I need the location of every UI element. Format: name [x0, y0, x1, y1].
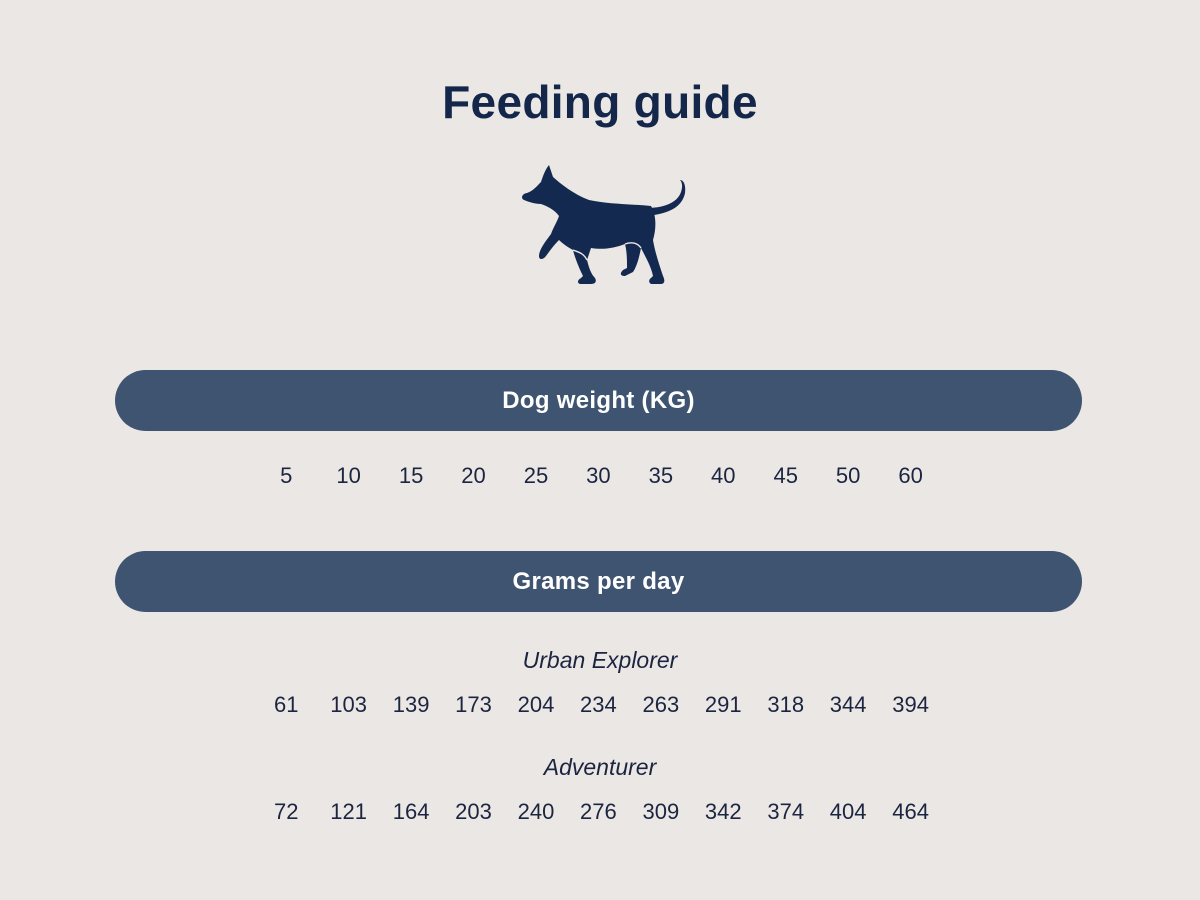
grams-value: 394 [892, 692, 929, 717]
grams-value: 139 [392, 692, 430, 717]
dog-weight-header: Dog weight (KG) [115, 370, 1082, 431]
page-title: Feeding guide [442, 76, 758, 128]
grams-value: 291 [704, 692, 742, 717]
adventurer-row: 72 121 164 203 240 276 309 342 374 404 4… [255, 797, 942, 827]
product-name-urban-explorer: Urban Explorer [522, 647, 678, 673]
grams-value: 72 [273, 799, 299, 824]
weight-value: 35 [648, 463, 674, 488]
weight-value: 25 [523, 463, 549, 488]
weight-value: 15 [398, 463, 424, 488]
grams-value: 276 [580, 799, 617, 824]
grams-value: 464 [892, 799, 929, 824]
grams-value: 263 [642, 692, 680, 717]
weight-row: 5 10 15 20 25 30 35 40 45 50 60 [255, 461, 942, 491]
weight-value: 45 [773, 463, 798, 488]
dog-icon [522, 165, 686, 284]
grams-value: 103 [330, 692, 368, 717]
grams-value: 344 [829, 692, 867, 717]
grams-value: 309 [642, 799, 680, 824]
weight-value: 20 [461, 463, 486, 488]
weight-value: 10 [336, 463, 361, 488]
grams-value: 164 [392, 799, 430, 824]
grams-value: 404 [829, 799, 867, 824]
urban-explorer-row: 61 103 139 173 204 234 263 291 318 344 3… [255, 690, 942, 720]
grams-value: 204 [517, 692, 555, 717]
grams-value: 374 [767, 799, 805, 824]
grams-value: 203 [455, 799, 492, 824]
weight-value: 50 [835, 463, 861, 488]
weight-value: 40 [711, 463, 736, 488]
grams-value: 173 [455, 692, 492, 717]
product-name-adventurer: Adventurer [543, 754, 657, 780]
grams-per-day-header: Grams per day [115, 551, 1082, 612]
weight-value: 30 [586, 463, 611, 488]
grams-value: 121 [330, 799, 368, 824]
grams-value: 318 [767, 692, 805, 717]
grams-value: 61 [273, 692, 299, 717]
weight-value: 5 [280, 463, 293, 488]
grams-value: 240 [517, 799, 555, 824]
weight-value: 60 [898, 463, 923, 488]
grams-value: 234 [580, 692, 617, 717]
grams-value: 342 [704, 799, 742, 824]
